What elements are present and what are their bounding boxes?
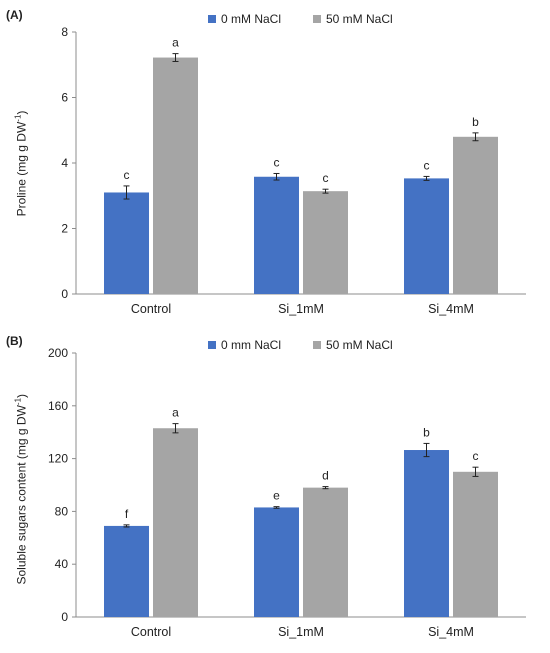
bar (303, 487, 348, 617)
significance-letter: e (273, 489, 280, 503)
bar (104, 525, 149, 617)
legend-item: 50 mM NaCl (313, 12, 393, 26)
x-tick-label: Si_1mM (278, 302, 324, 316)
legend-swatch (208, 341, 216, 349)
soluble-sugars-chart-panel: (B) 0 mm NaCl 50 mM NaCl Soluble sugars … (0, 326, 550, 653)
y-tick-label: 80 (55, 504, 69, 518)
significance-letter: a (172, 36, 179, 50)
x-tick-label: Si_1mM (278, 625, 324, 639)
x-tick-label: Si_4mM (428, 302, 474, 316)
legend-swatch (313, 341, 321, 349)
proline-chart-panel: (A) 0 mM NaCl 50 mM NaCl Proline (mg g D… (0, 0, 550, 326)
significance-letter: a (172, 406, 179, 420)
significance-letter: c (473, 449, 479, 463)
y-tick-label: 0 (61, 610, 68, 624)
legend-swatch (313, 15, 321, 23)
bar (254, 507, 299, 617)
y-tick-label: 120 (48, 452, 68, 466)
bar (453, 136, 498, 294)
bar (104, 192, 149, 294)
x-tick-label: Control (131, 625, 171, 639)
bar (453, 471, 498, 617)
legend-label: 50 mM NaCl (326, 12, 393, 26)
legend-swatch (208, 15, 216, 23)
significance-letter: f (125, 507, 129, 521)
significance-letter: b (472, 115, 479, 129)
proline-plot: 0 2 4 6 8 Control c a Si_1mM c c Si_4mM c b (61, 25, 526, 316)
bar (153, 57, 198, 294)
panel-label: (B) (6, 334, 23, 348)
y-tick-label: 200 (48, 346, 68, 360)
legend-label: 50 mM NaCl (326, 338, 393, 352)
significance-letter: c (124, 168, 130, 182)
legend-label: 0 mM NaCl (221, 12, 282, 26)
legend-item: 0 mM NaCl (208, 12, 281, 26)
significance-letter: d (322, 469, 329, 483)
y-tick-label: 2 (61, 222, 68, 236)
y-tick-label: 160 (48, 399, 68, 413)
legend-label: 0 mm NaCl (221, 338, 282, 352)
y-tick-label: 8 (61, 25, 68, 39)
bar (153, 428, 198, 617)
significance-letter: c (424, 158, 430, 172)
bar (303, 191, 348, 294)
bar (404, 178, 449, 294)
bar (404, 450, 449, 617)
bar (254, 176, 299, 294)
y-tick-label: 6 (61, 91, 68, 105)
y-tick-label: 0 (61, 287, 68, 301)
significance-letter: c (323, 171, 329, 185)
significance-letter: c (274, 155, 280, 169)
y-tick-label: 4 (61, 156, 68, 170)
x-tick-label: Si_4mM (428, 625, 474, 639)
panel-label: (A) (6, 8, 23, 22)
legend-item: 50 mM NaCl (313, 338, 393, 352)
legend-item: 0 mm NaCl (208, 338, 281, 352)
x-tick-label: Control (131, 302, 171, 316)
significance-letter: b (423, 425, 430, 439)
soluble-sugars-plot: 0 40 80 120 160 200 Control f a Si_1mM e d Si_4mM b c (48, 346, 526, 639)
y-tick-label: 40 (55, 557, 69, 571)
